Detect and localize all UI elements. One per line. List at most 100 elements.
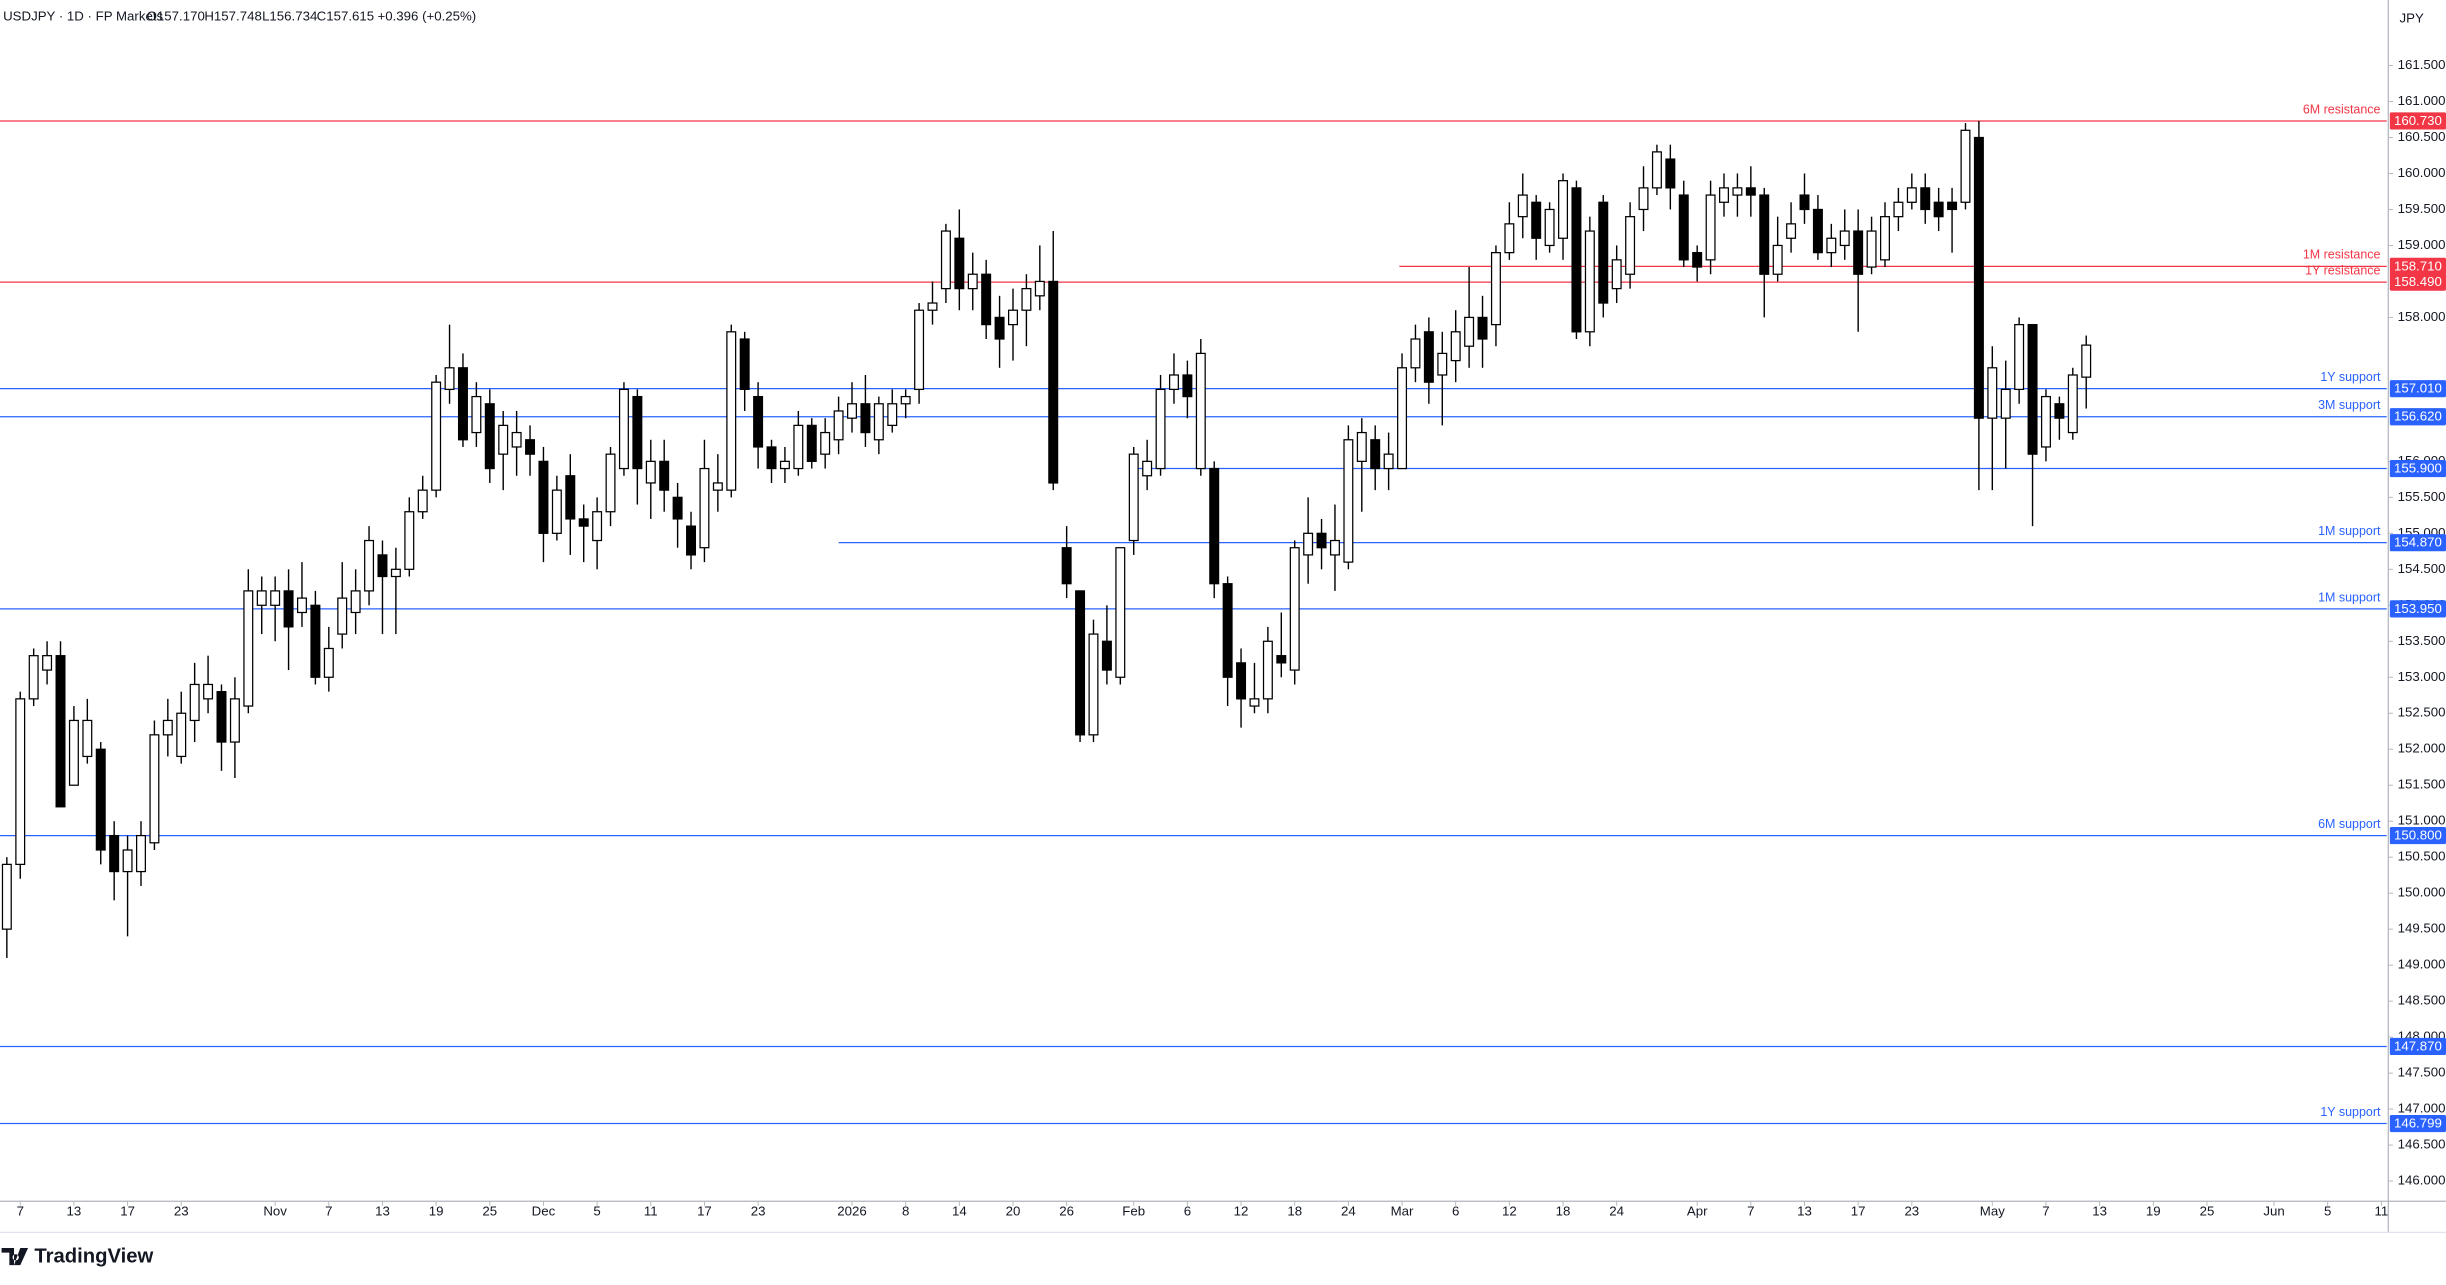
x-tick-label: May [1980,1204,2005,1219]
candle-body [350,590,361,614]
ohlc-close: C157.615 [317,9,374,24]
y-tick-label: 149.000 [2398,957,2446,972]
candle-body [1786,223,1797,239]
y-tick-label: 153.000 [2398,669,2446,684]
candle-body [457,367,468,441]
candle-body [994,316,1005,340]
candle-body [779,460,790,470]
candle-body [1745,187,1756,196]
candle-body [176,712,187,758]
candle-body [1973,136,1984,419]
price-box-label: 158.490 [2394,274,2442,289]
candle-body [565,475,576,520]
candle-body [1115,547,1126,678]
candle-body [310,604,321,678]
price-box-label: 153.950 [2394,601,2442,616]
candle-body [1759,194,1770,275]
symbol: USDJPY · 1D · FP Markets [3,9,163,24]
candle-body [699,467,710,549]
candle-body [149,734,160,844]
candle-body [323,647,334,678]
y-tick-label: 152.500 [2398,705,2446,720]
levels: 6M resistance 1M resistance 1Y resistance 1… [0,102,2387,1125]
brand-name: TradingView [34,1246,153,1268]
y-tick-label: 151.500 [2398,777,2446,792]
candle-body [1236,662,1247,700]
candle-body [28,655,39,700]
candle-body [1571,187,1582,333]
price-box [2389,273,2446,291]
candle-body [243,590,254,707]
candle-body [1504,223,1515,254]
y-tick-label: 153.500 [2398,633,2446,648]
candle-body [632,395,643,470]
candle-body [900,395,911,405]
candle-body [833,410,844,441]
candle-body [739,338,750,391]
x-tick-label: 6 [1452,1204,1459,1219]
candle-body [203,683,214,700]
candle-body [1893,201,1904,218]
legend-header: USDJPY · 1D · FP Markets O157.170 H157.7… [3,9,476,24]
candle-body [1383,453,1394,470]
y-tick-label: 159.000 [2398,237,2446,252]
candle-body [860,403,871,434]
candle-body [551,489,562,534]
candles [1,120,2092,958]
price-box [2389,459,2446,478]
candle-body [753,395,764,448]
x-tick-label: 5 [593,1204,600,1219]
candle-body [55,655,66,808]
price-box-label: 154.870 [2394,535,2442,550]
candle-body [1410,338,1421,369]
x-tick-label: 18 [1287,1204,1302,1219]
candle-body [1195,352,1206,470]
candle-body [1061,547,1072,585]
candle-body [1222,583,1233,678]
level-label: 6M resistance [2303,102,2381,116]
x-tick-label: 2026 [837,1204,866,1219]
candle-body [873,403,884,441]
x-tick-label: 5 [2324,1204,2331,1219]
candle-body [1276,655,1287,664]
price-box-label: 158.710 [2394,258,2442,273]
x-tick-label: 14 [952,1204,967,1219]
y-tick-label: 161.500 [2398,57,2446,72]
price-box-label: 157.010 [2394,381,2442,396]
candle-body [1772,244,1783,275]
y-tick-label: 154.500 [2398,561,2446,576]
candle-body [162,719,173,736]
y-tick-label: 148.500 [2398,993,2446,1008]
candle-body [283,590,294,628]
price-box-label: 156.620 [2394,409,2442,424]
candle-body [364,539,375,592]
candle-body [1437,352,1448,376]
candle-body [2000,388,2011,419]
x-tick-label: 24 [1341,1204,1356,1219]
candle-body [1370,439,1381,470]
candle-body [1826,237,1837,254]
candle-body [1303,532,1314,556]
y-tick-label: 161.000 [2398,93,2446,108]
x-tick-label: 12 [1234,1204,1249,1219]
candle-body [1088,633,1099,736]
candle-body [1101,640,1112,671]
candle-body [1155,388,1166,470]
candle-body [1075,590,1086,736]
candle-body [618,388,629,470]
candle-body [1611,259,1622,290]
price-box [2389,1114,2446,1133]
x-tick-label: 26 [1059,1204,1074,1219]
candle-body [1879,216,1890,261]
x-tick-label: 25 [482,1204,497,1219]
x-tick-label: 19 [2146,1204,2161,1219]
x-tick-label: 13 [2092,1204,2107,1219]
x-tick-label: Apr [1687,1204,1708,1219]
candle-body [2067,374,2078,434]
candle-body [1638,187,1649,211]
candle-body [1464,316,1475,347]
x-tick-label: 11 [2374,1204,2388,1219]
ohlc-high: H157.748 [204,9,261,24]
